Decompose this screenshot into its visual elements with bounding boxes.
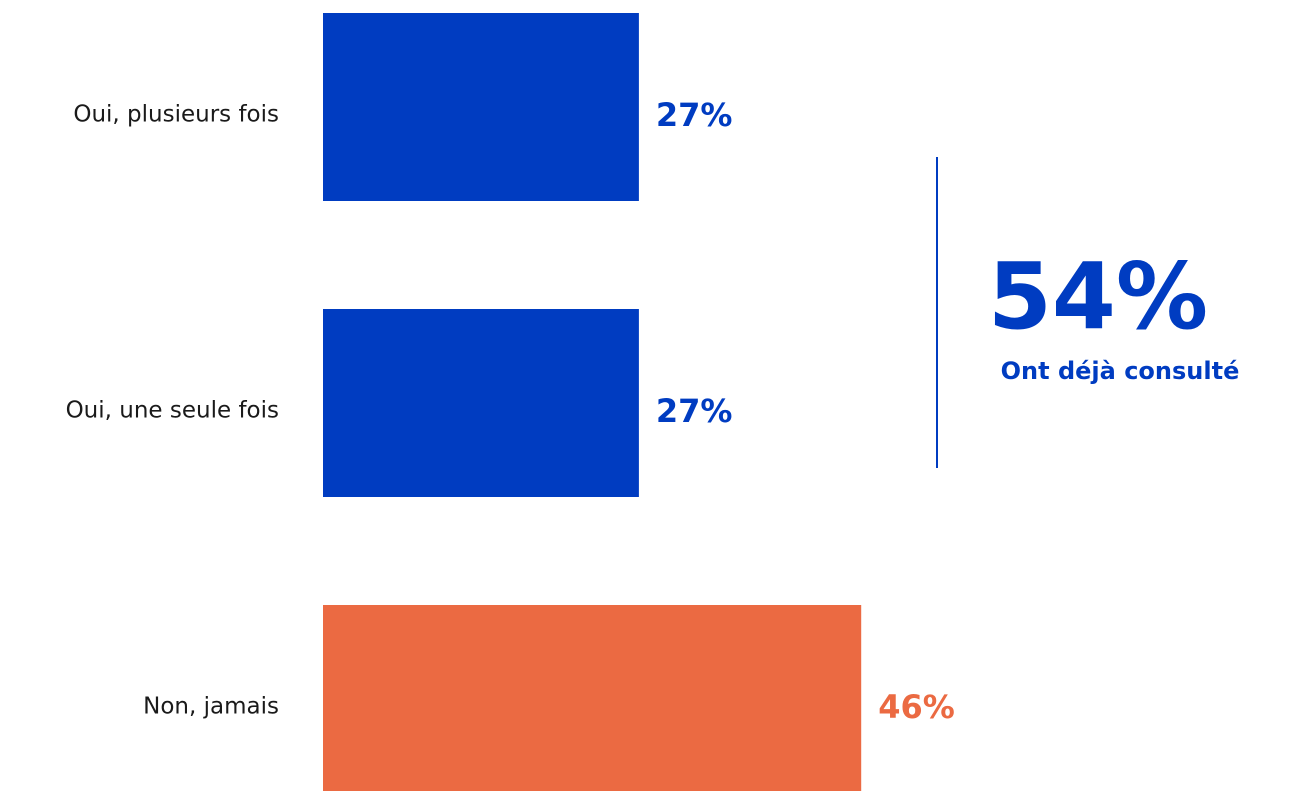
category-labels-group: Oui, plusieurs fois Oui, une seule fois No… <box>66 102 279 720</box>
bar-2 <box>323 309 639 497</box>
bar-1 <box>323 13 639 201</box>
summary-label: Ont déjà consulté <box>1001 357 1240 385</box>
value-label-3: 46% <box>878 688 955 726</box>
value-label-2: 27% <box>656 392 733 430</box>
summary-value: 54% <box>988 243 1208 350</box>
value-labels-group: 27% 27% 46% <box>656 96 955 726</box>
bar-3 <box>323 605 862 791</box>
category-label-2: Oui, une seule fois <box>66 398 279 424</box>
value-label-1: 27% <box>656 96 733 134</box>
category-label-1: Oui, plusieurs fois <box>73 102 279 128</box>
category-label-3: Non, jamais <box>143 694 279 720</box>
bars-group <box>323 13 862 791</box>
